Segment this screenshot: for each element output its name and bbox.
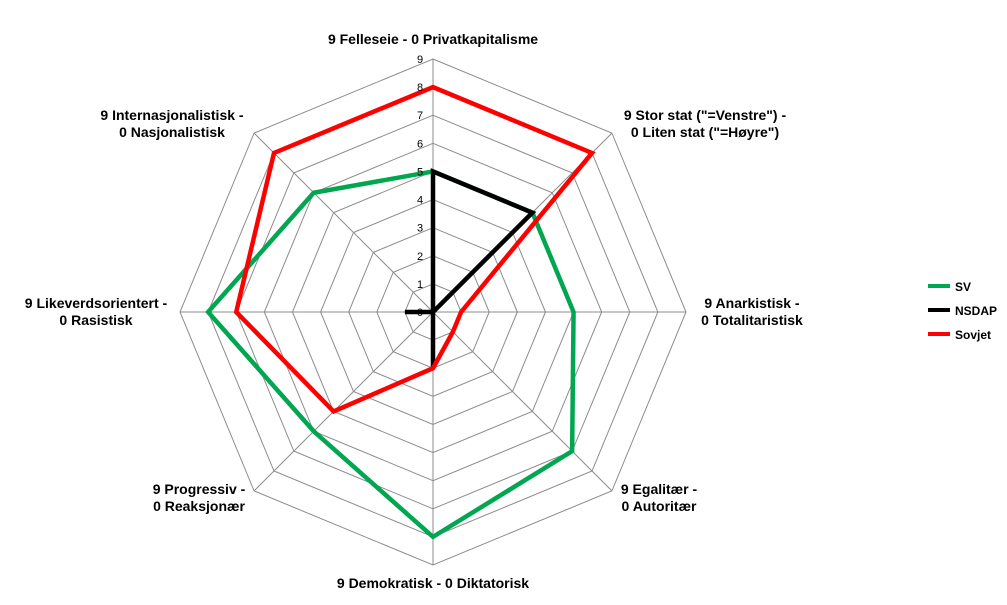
legend-label-nsdap: NSDAP bbox=[955, 304, 997, 318]
axis-label-3: 9 Egalitær -0 Autoritær bbox=[621, 481, 698, 514]
legend: SV NSDAP Sovjet bbox=[928, 280, 997, 342]
tick-label-4: 4 bbox=[417, 195, 423, 207]
tick-label-8: 8 bbox=[417, 82, 423, 94]
grid-spoke-5 bbox=[253, 311, 434, 492]
legend-item-sv: SV bbox=[928, 280, 971, 294]
legend-label-sovjet: Sovjet bbox=[955, 328, 991, 342]
legend-label-sv: SV bbox=[955, 280, 971, 294]
axis-label-1: 9 Stor stat ("=Venstre") -0 Liten stat (… bbox=[624, 107, 787, 140]
chart-series bbox=[205, 84, 596, 540]
series-line-sv bbox=[205, 169, 576, 540]
grid-spoke-3 bbox=[432, 311, 613, 492]
tick-labels: 0 1 2 3 4 5 6 7 8 9 bbox=[417, 54, 423, 319]
tick-label-5: 5 bbox=[417, 166, 423, 178]
grid-spoke-7 bbox=[253, 132, 434, 313]
axis-label-6: 9 Likeverdsorientert -0 Rasistisk bbox=[25, 295, 168, 328]
legend-item-nsdap: NSDAP bbox=[928, 304, 997, 318]
tick-label-3: 3 bbox=[417, 223, 423, 235]
legend-item-sovjet: Sovjet bbox=[928, 328, 991, 342]
tick-label-2: 2 bbox=[417, 251, 423, 263]
tick-label-0: 0 bbox=[417, 307, 423, 319]
series-line-nsdap bbox=[404, 168, 537, 369]
tick-label-1: 1 bbox=[417, 279, 423, 291]
axis-label-4: 9 Demokratisk - 0 Diktatorisk bbox=[337, 575, 529, 591]
axis-label-0: 9 Felleseie - 0 Privatkapitalisme bbox=[328, 31, 538, 47]
axis-label-2: 9 Anarkistisk -0 Totalitaristisk bbox=[701, 295, 803, 328]
tick-label-7: 7 bbox=[417, 110, 423, 122]
tick-label-9: 9 bbox=[417, 54, 423, 66]
series-line-sovjet bbox=[233, 84, 596, 415]
tick-label-6: 6 bbox=[417, 138, 423, 150]
axis-labels: 9 Felleseie - 0 Privatkapitalisme 9 Stor … bbox=[25, 31, 803, 591]
axis-label-5: 9 Progressiv -0 Reaksjonær bbox=[153, 481, 246, 514]
axis-label-7: 9 Internasjonalistisk -0 Nasjonalistisk bbox=[100, 107, 243, 140]
